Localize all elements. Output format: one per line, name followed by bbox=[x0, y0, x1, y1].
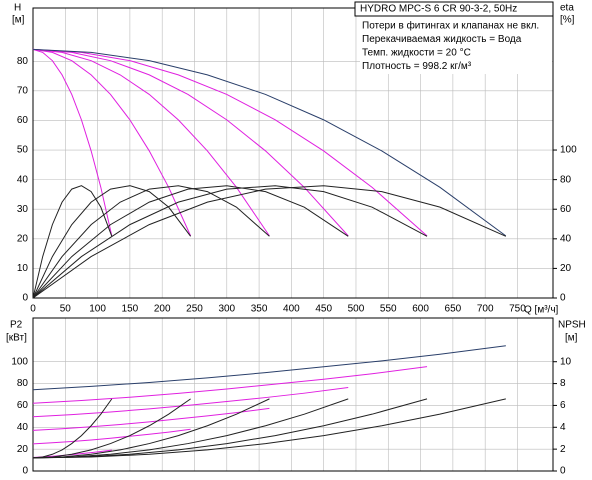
x-tick-label: 250 bbox=[186, 304, 203, 315]
curve bbox=[32, 185, 349, 299]
y2-tick-label: 60 bbox=[560, 204, 572, 215]
curve bbox=[32, 185, 192, 299]
plot-frame bbox=[32, 7, 554, 299]
curve bbox=[32, 48, 192, 237]
curve bbox=[32, 398, 428, 459]
curve bbox=[32, 398, 191, 459]
curve bbox=[32, 345, 506, 391]
curve bbox=[32, 185, 270, 299]
y-tick-label: 100 bbox=[11, 356, 28, 367]
plot-frame bbox=[32, 317, 554, 472]
curve bbox=[32, 398, 270, 459]
y2-tick-label: 100 bbox=[560, 145, 577, 156]
annotation: Плотность = 998.2 кг/м³ bbox=[362, 61, 472, 72]
y2-tick-label: 10 bbox=[560, 356, 572, 367]
annotation: Перекачиваемая жидкость = Вода bbox=[362, 34, 522, 45]
curve bbox=[32, 48, 507, 237]
y2-tick-label: 80 bbox=[560, 174, 572, 185]
y-tick-label: 70 bbox=[17, 85, 29, 96]
curve bbox=[32, 428, 191, 445]
x-tick-label: 550 bbox=[380, 304, 397, 315]
y-tick-label: 50 bbox=[17, 145, 29, 156]
y2-label: eta bbox=[560, 3, 574, 14]
curve bbox=[32, 366, 428, 404]
curve bbox=[32, 48, 428, 237]
y2-tick-label: 2 bbox=[560, 444, 566, 455]
x-tick-label: 700 bbox=[477, 304, 494, 315]
y-unit: [м] bbox=[12, 15, 25, 26]
y-tick-label: 60 bbox=[17, 115, 29, 126]
y2-tick-label: 0 bbox=[560, 293, 566, 304]
y-tick-label: 40 bbox=[17, 422, 29, 433]
curve bbox=[32, 185, 507, 299]
annotation: Темп. жидкости = 20 °C bbox=[362, 48, 471, 59]
title: HYDRO MPC-S 6 CR 90-3-2, 50Hz bbox=[360, 4, 517, 15]
y-tick-label: 80 bbox=[17, 56, 29, 67]
x-tick-label: 650 bbox=[445, 304, 462, 315]
y-tick-label: 0 bbox=[22, 293, 28, 304]
title-box bbox=[354, 1, 554, 17]
y2-tick-label: 0 bbox=[560, 466, 566, 477]
x-tick-label: 400 bbox=[283, 304, 300, 315]
annotation: Потери в фитингах и клапанах не вкл. bbox=[362, 20, 539, 32]
curve bbox=[32, 387, 349, 418]
y-unit: [кВт] bbox=[6, 333, 27, 344]
curve bbox=[32, 398, 506, 459]
curve bbox=[32, 398, 113, 459]
y2-unit: [м] bbox=[565, 333, 578, 344]
x-tick-label: 600 bbox=[412, 304, 429, 315]
y-tick-label: 30 bbox=[17, 204, 29, 215]
y-label: P2 bbox=[10, 320, 23, 331]
y2-unit: [%] bbox=[560, 15, 575, 26]
x-tick-label: 150 bbox=[122, 304, 139, 315]
x-tick-label: 100 bbox=[89, 304, 106, 315]
x-tick-label: 200 bbox=[154, 304, 171, 315]
y2-tick-label: 20 bbox=[560, 263, 572, 274]
curve bbox=[32, 48, 270, 237]
y2-tick-label: 40 bbox=[560, 233, 572, 244]
curve bbox=[32, 185, 428, 299]
y2-tick-label: 4 bbox=[560, 422, 566, 433]
y-tick-label: 40 bbox=[17, 174, 29, 185]
y2-label: NPSH bbox=[558, 320, 586, 331]
y-tick-label: 10 bbox=[17, 263, 29, 274]
y-tick-label: 20 bbox=[17, 444, 29, 455]
x-tick-label: 500 bbox=[348, 304, 365, 315]
curve bbox=[32, 407, 270, 431]
x-tick-label: 450 bbox=[315, 304, 332, 315]
x-tick-label: 750 bbox=[509, 304, 526, 315]
y2-tick-label: 8 bbox=[560, 378, 566, 389]
curve bbox=[32, 48, 113, 236]
y-tick-label: 80 bbox=[17, 378, 29, 389]
y-tick-label: 0 bbox=[22, 466, 28, 477]
x-tick-label: 0 bbox=[30, 304, 36, 315]
y-label: H bbox=[14, 3, 21, 14]
y2-tick-label: 6 bbox=[560, 400, 566, 411]
curve bbox=[32, 185, 113, 299]
x-tick-label: 300 bbox=[218, 304, 235, 315]
x-label: Q [м³/ч] bbox=[524, 305, 559, 316]
y-tick-label: 20 bbox=[17, 233, 29, 244]
y-tick-label: 60 bbox=[17, 400, 29, 411]
x-tick-label: 50 bbox=[60, 304, 72, 315]
curve bbox=[32, 48, 349, 237]
curve bbox=[32, 398, 349, 459]
x-tick-label: 350 bbox=[251, 304, 268, 315]
